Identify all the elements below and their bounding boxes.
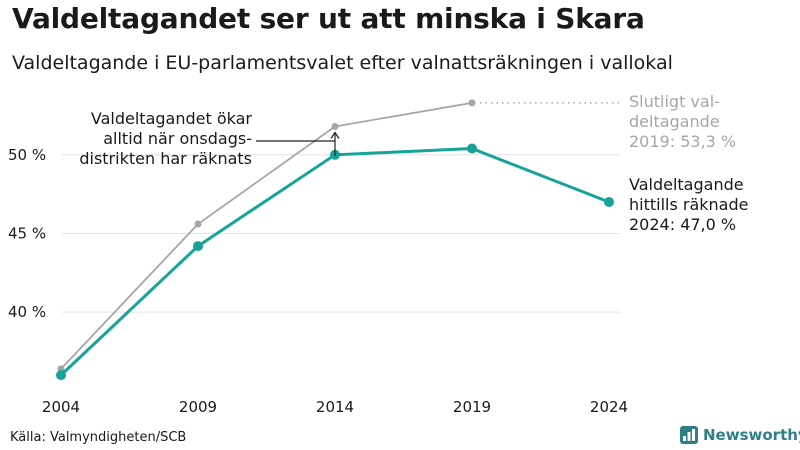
final-label-line: Slutligt val-	[629, 92, 720, 111]
data-point-counted	[56, 370, 66, 381]
chart-title: Valdeltagandet ser ut att minska i Skara	[12, 2, 645, 35]
x-tick-label: 2004	[42, 398, 80, 416]
data-point-counted	[604, 197, 614, 208]
y-tick-label: 45 %	[8, 224, 46, 242]
note-line: Valdeltagandet ökar	[91, 109, 253, 128]
note-line: distrikten har räknats	[79, 149, 252, 168]
final-label-line: 2019: 53,3 %	[629, 132, 736, 151]
data-point-final	[468, 99, 476, 107]
chart-subtitle: Valdeltagande i EU-parlamentsvalet efter…	[12, 52, 673, 74]
source-note: Källa: Valmyndigheten/SCB	[10, 430, 187, 445]
series-line-final	[60, 101, 473, 370]
y-tick-label: 40 %	[8, 303, 46, 321]
bar-chart-icon	[680, 426, 698, 444]
x-tick-label: 2009	[179, 398, 217, 416]
counted-label-line: Valdeltagande	[629, 175, 744, 194]
data-point-counted	[193, 241, 203, 252]
final-label-line: deltagande	[629, 112, 720, 131]
data-point-counted	[467, 143, 477, 154]
x-tick-label: 2014	[316, 398, 354, 416]
y-tick-label: 50 %	[8, 146, 46, 164]
x-tick-label: 2019	[453, 398, 491, 416]
note-connector	[256, 132, 336, 156]
newsworthy-logo: Newsworthy	[680, 426, 800, 444]
counted-label-line: hittills räknade	[629, 195, 748, 214]
data-point-final	[194, 220, 202, 228]
data-point-final	[331, 122, 339, 130]
x-tick-label: 2024	[590, 398, 628, 416]
brand-name: Newsworthy	[703, 426, 800, 444]
note-line: alltid när onsdags-	[103, 129, 252, 148]
series-line-counted	[59, 147, 610, 377]
note-arrowhead	[330, 131, 340, 139]
counted-label-line: 2024: 47,0 %	[629, 215, 736, 234]
